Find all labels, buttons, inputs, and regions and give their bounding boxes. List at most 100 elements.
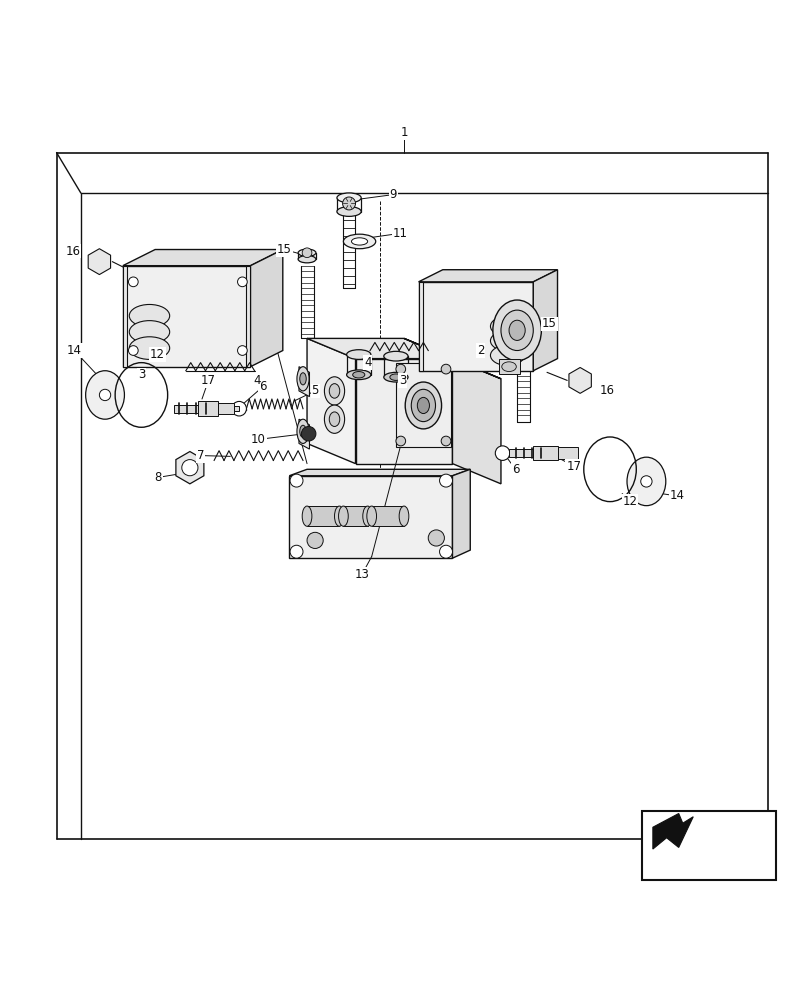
Ellipse shape (298, 256, 316, 263)
Circle shape (343, 197, 356, 210)
Ellipse shape (384, 372, 408, 382)
Polygon shape (356, 359, 452, 464)
Circle shape (302, 248, 312, 258)
Text: 2: 2 (477, 344, 485, 357)
Circle shape (301, 426, 316, 441)
Text: 17: 17 (201, 374, 216, 387)
Ellipse shape (129, 304, 170, 327)
Circle shape (641, 476, 652, 487)
Text: 13: 13 (355, 568, 369, 581)
Bar (499, 359, 520, 374)
Polygon shape (307, 338, 356, 464)
Text: 3: 3 (137, 368, 145, 381)
Text: 5: 5 (311, 384, 319, 397)
Ellipse shape (363, 506, 372, 526)
Ellipse shape (502, 362, 516, 372)
Ellipse shape (129, 321, 170, 343)
Ellipse shape (399, 506, 409, 526)
Ellipse shape (86, 371, 124, 419)
Ellipse shape (339, 506, 348, 526)
Polygon shape (176, 452, 204, 484)
Circle shape (128, 346, 138, 355)
Circle shape (519, 324, 528, 334)
Polygon shape (88, 249, 111, 275)
Text: 6: 6 (259, 380, 267, 393)
Circle shape (440, 474, 452, 487)
Ellipse shape (330, 412, 340, 426)
Ellipse shape (347, 350, 371, 359)
Ellipse shape (490, 345, 524, 365)
Ellipse shape (129, 337, 170, 359)
Text: 1: 1 (400, 126, 408, 139)
Ellipse shape (515, 325, 532, 332)
Polygon shape (419, 282, 423, 371)
Polygon shape (250, 250, 283, 367)
Polygon shape (246, 266, 250, 367)
Ellipse shape (343, 234, 376, 249)
Ellipse shape (347, 370, 371, 380)
Bar (307, 506, 339, 526)
Polygon shape (218, 403, 234, 414)
Ellipse shape (300, 425, 306, 437)
Ellipse shape (335, 506, 344, 526)
Ellipse shape (324, 377, 345, 405)
Ellipse shape (337, 207, 361, 216)
Circle shape (441, 364, 451, 374)
Circle shape (440, 545, 452, 558)
Circle shape (238, 346, 247, 355)
Polygon shape (299, 367, 309, 397)
Text: 15: 15 (542, 317, 557, 330)
Circle shape (290, 474, 303, 487)
Polygon shape (569, 367, 591, 393)
Text: 4: 4 (364, 356, 372, 369)
Text: 10: 10 (251, 433, 266, 446)
Ellipse shape (324, 405, 345, 433)
Polygon shape (533, 446, 558, 460)
Text: 17: 17 (566, 460, 581, 473)
Text: 8: 8 (154, 471, 162, 484)
Polygon shape (123, 266, 250, 367)
Ellipse shape (300, 373, 306, 385)
Polygon shape (558, 447, 578, 459)
Text: 12: 12 (150, 348, 165, 361)
Text: 3: 3 (398, 374, 406, 387)
Ellipse shape (298, 249, 316, 256)
Ellipse shape (390, 374, 402, 380)
Circle shape (99, 389, 111, 401)
Circle shape (290, 545, 303, 558)
Polygon shape (289, 469, 470, 476)
Polygon shape (419, 270, 558, 282)
Polygon shape (533, 270, 558, 371)
Polygon shape (307, 338, 452, 359)
Circle shape (307, 532, 323, 548)
Ellipse shape (515, 332, 532, 339)
Polygon shape (198, 401, 218, 416)
Ellipse shape (297, 419, 309, 443)
Polygon shape (419, 282, 533, 371)
Circle shape (232, 401, 246, 416)
Polygon shape (404, 338, 501, 379)
Ellipse shape (501, 310, 533, 351)
Bar (372, 506, 404, 526)
Ellipse shape (367, 506, 377, 526)
Ellipse shape (490, 316, 524, 336)
Ellipse shape (405, 382, 442, 429)
Circle shape (396, 364, 406, 374)
Text: 15: 15 (277, 243, 292, 256)
Text: 11: 11 (393, 227, 407, 240)
Circle shape (396, 436, 406, 446)
Ellipse shape (411, 389, 436, 422)
Text: 14: 14 (67, 344, 82, 357)
Text: 7: 7 (196, 449, 204, 462)
Ellipse shape (493, 300, 541, 361)
Text: 16: 16 (600, 384, 615, 397)
Text: 12: 12 (623, 495, 638, 508)
Ellipse shape (337, 193, 361, 203)
Polygon shape (123, 266, 127, 367)
Polygon shape (452, 359, 501, 484)
Bar (343, 506, 368, 526)
Polygon shape (396, 363, 451, 447)
Text: 6: 6 (511, 463, 520, 476)
Circle shape (238, 277, 247, 287)
Text: 14: 14 (670, 489, 684, 502)
